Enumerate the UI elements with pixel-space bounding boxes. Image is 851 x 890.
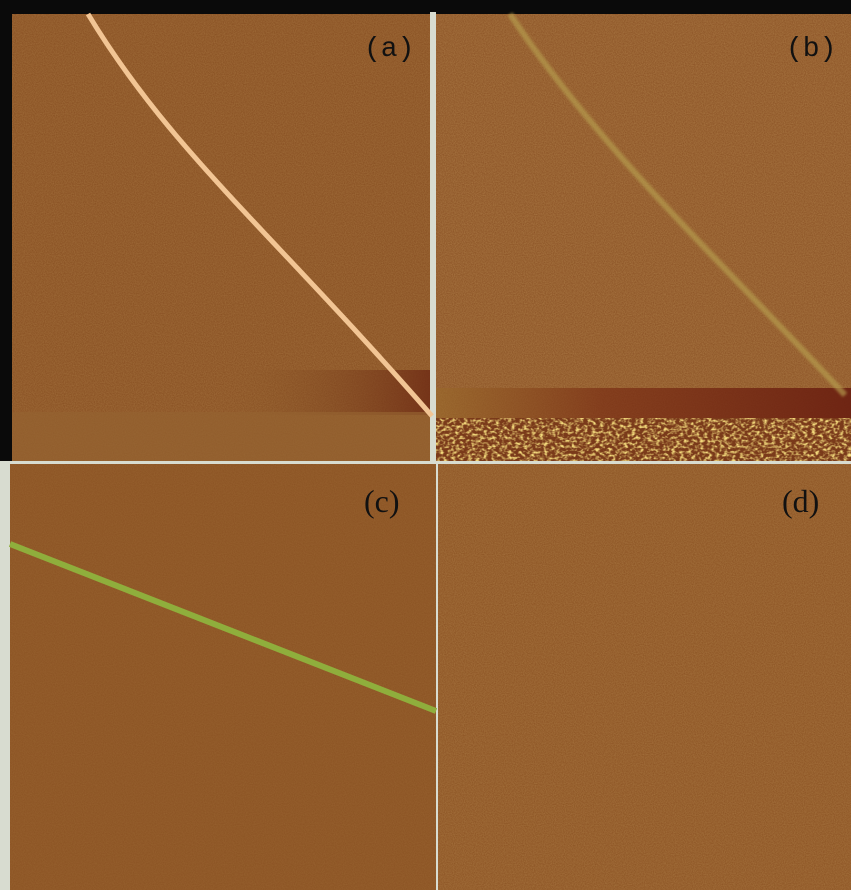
panel-label: (d) — [782, 483, 819, 519]
panel-a: (a) — [12, 14, 432, 461]
panel-label: (a) — [364, 34, 414, 65]
separator — [430, 12, 436, 464]
shade — [436, 388, 851, 418]
panel-label: (c) — [364, 483, 400, 519]
panel-label: (b) — [786, 34, 836, 65]
texture — [10, 464, 436, 890]
texture — [438, 464, 851, 890]
bottom-strip — [12, 412, 430, 461]
panel-d: (d) — [438, 464, 851, 890]
figure: (a) (b) (c) (d) — [0, 0, 851, 890]
panel-b: (b) — [436, 14, 851, 461]
speckle — [436, 418, 851, 461]
panel-c: (c) — [10, 464, 436, 890]
